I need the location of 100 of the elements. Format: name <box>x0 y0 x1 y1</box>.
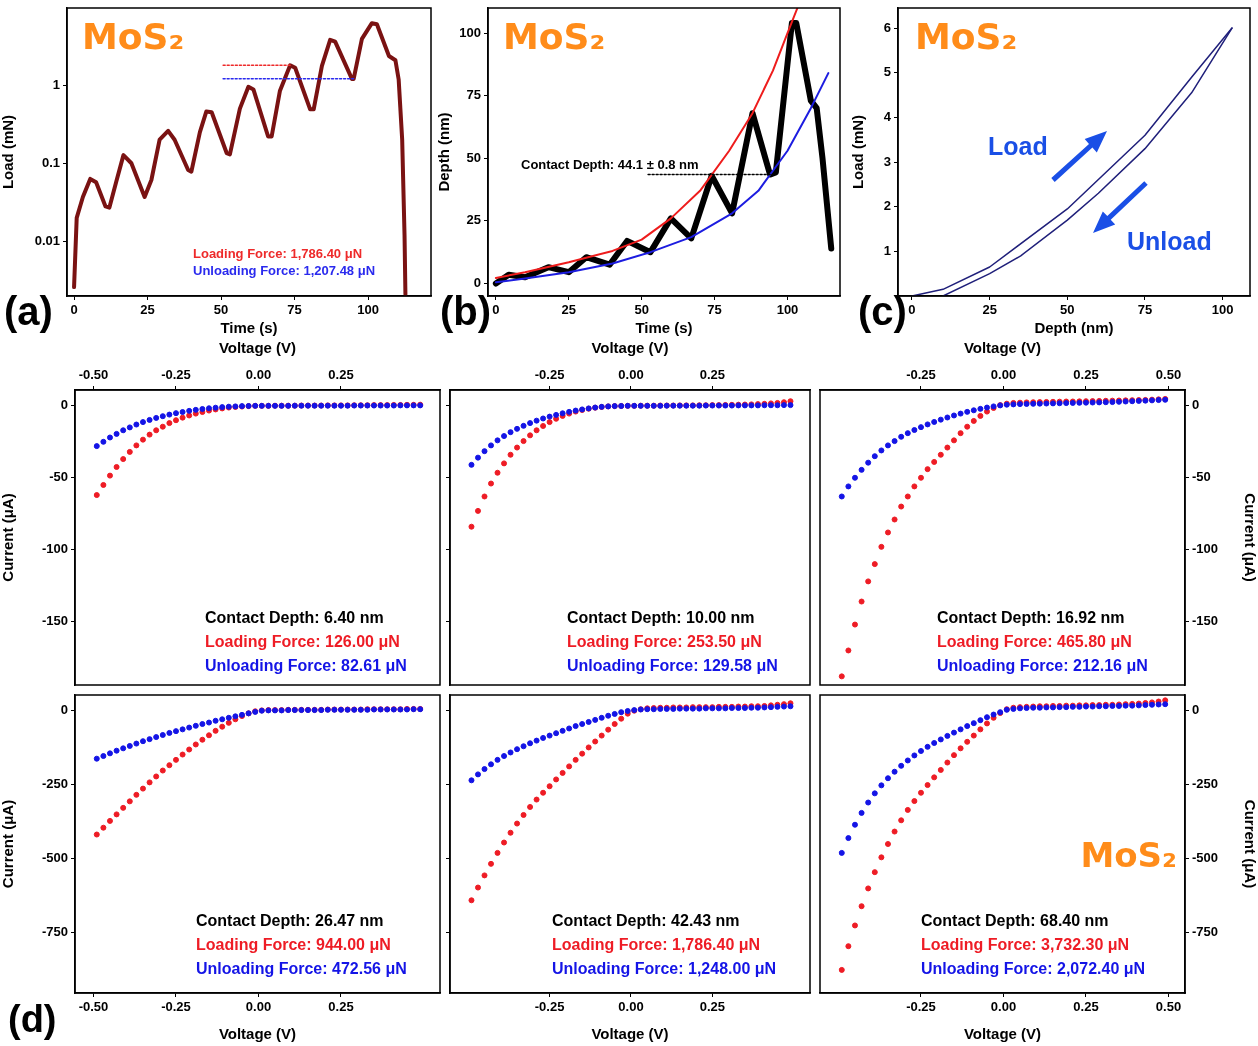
y-tick-label: 1 <box>883 242 891 258</box>
y-axis-title: Current (μA) <box>0 493 17 582</box>
annotation: Unloading Force: 1,248.00 μN <box>552 960 777 978</box>
annotation: Loading Force: 3,732.30 μN <box>921 936 1130 954</box>
x-tick-label: 0.25 <box>1073 999 1099 1015</box>
annotation: Contact Depth: 68.40 nm <box>921 912 1109 930</box>
y-tick-label: -50 <box>1192 469 1211 485</box>
y-tick-label: 50 <box>466 149 481 165</box>
annotation: MoS₂ <box>1080 834 1177 875</box>
x-tick-label: 0.00 <box>618 366 644 382</box>
x-tick-label: 0.00 <box>618 999 644 1015</box>
y-tick-label: 0 <box>1192 702 1200 718</box>
y-axis-title: Load (mN) <box>849 114 867 190</box>
x-tick-label: -0.25 <box>534 999 565 1015</box>
x-tick-label: 75 <box>707 302 722 318</box>
x-tick-label: 0.00 <box>990 999 1017 1015</box>
x-axis-title: Voltage (V) <box>591 1025 669 1043</box>
y-tick-label: -100 <box>41 541 68 557</box>
x-tick-label: 25 <box>982 302 997 318</box>
x-tick-label: -0.25 <box>906 999 936 1015</box>
y-tick-label: 6 <box>883 19 891 35</box>
annotation: Contact Depth: 42.43 nm <box>552 912 740 930</box>
y-axis-title: Current (μA) <box>1241 493 1258 582</box>
y-tick-label: 1 <box>52 76 60 92</box>
x-tick-label: 0.50 <box>1155 366 1182 382</box>
x-tick-label: 75 <box>287 302 302 318</box>
annotation: Load <box>988 131 1048 160</box>
x-axis-title: Voltage (V) <box>963 1025 1042 1043</box>
x-tick-label: 0 <box>70 302 78 318</box>
annotation: Contact Depth: 44.1 ± 0.8 nm <box>521 156 699 172</box>
y-tick-label: -150 <box>41 613 68 629</box>
annotation: Unloading Force: 2,072.40 μN <box>921 960 1146 978</box>
y-axis-title: Current (μA) <box>0 799 17 889</box>
x-tick-label: 50 <box>634 302 649 318</box>
y-tick-label: -500 <box>1192 850 1219 866</box>
y-axis-title: Current (μA) <box>1241 799 1258 889</box>
y-axis-title: Depth (nm) <box>435 112 453 192</box>
y-tick-label: 3 <box>883 153 891 169</box>
y-tick-label: 5 <box>883 64 891 80</box>
y-tick-label: 2 <box>883 198 891 214</box>
annotation: Loading Force: 465.80 μN <box>937 633 1132 651</box>
x-axis-title: Time (s) <box>635 319 693 337</box>
annotation: MoS₂ <box>82 16 185 58</box>
x-tick-label: 0.00 <box>990 366 1017 382</box>
x-tick-label: -0.25 <box>906 366 936 382</box>
x-tick-label: 0 <box>908 302 916 318</box>
x-tick-label: 25 <box>140 302 155 318</box>
y-tick-label: 4 <box>883 108 892 124</box>
x-axis-title: Voltage (V) <box>218 339 297 357</box>
y-tick-label: 0 <box>60 702 68 718</box>
y-tick-label: -250 <box>1192 776 1219 792</box>
x-tick-label: -0.50 <box>78 366 109 382</box>
annotation: Loading Force: 253.50 μN <box>567 633 762 651</box>
y-tick-label: 25 <box>466 212 481 228</box>
y-tick-label: -100 <box>1192 541 1219 557</box>
x-tick-label: 100 <box>1211 302 1234 318</box>
annotation: Unloading Force: 212.16 μN <box>937 657 1148 675</box>
x-tick-label: 50 <box>213 302 229 318</box>
x-tick-label: -0.25 <box>161 999 191 1015</box>
y-tick-label: -750 <box>41 924 68 940</box>
annotation: (c) <box>858 289 907 334</box>
x-tick-label: 0.25 <box>328 999 354 1015</box>
annotation: MoS₂ <box>503 16 606 58</box>
annotation: MoS₂ <box>915 16 1018 58</box>
annotation: Unloading Force: 82.61 μN <box>205 657 407 675</box>
annotation: (b) <box>440 289 492 334</box>
y-tick-label: 0.1 <box>41 154 60 170</box>
x-axis-title: Voltage (V) <box>591 339 669 357</box>
x-tick-label: 0.25 <box>699 366 726 382</box>
y-tick-label: 0 <box>1192 397 1200 413</box>
annotation: Loading Force: 1,786.40 μN <box>193 245 363 261</box>
x-axis-title: Voltage (V) <box>218 1025 297 1043</box>
x-axis-title: Depth (nm) <box>1034 319 1114 337</box>
x-tick-label: 25 <box>561 302 577 318</box>
y-tick-label: 100 <box>459 24 481 40</box>
x-tick-label: 75 <box>1137 302 1153 318</box>
annotation: Loading Force: 126.00 μN <box>205 633 400 651</box>
text: (d) <box>8 998 57 1041</box>
x-tick-label: 0.25 <box>699 999 726 1015</box>
annotation: Loading Force: 944.00 μN <box>196 936 391 954</box>
x-tick-label: 0 <box>492 302 500 318</box>
annotation: Contact Depth: 26.47 nm <box>196 912 384 930</box>
y-tick-label: 75 <box>466 87 481 103</box>
annotation: Unloading Force: 129.58 μN <box>567 657 778 675</box>
x-tick-label: 100 <box>357 302 379 318</box>
annotation: Loading Force: 1,786.40 μN <box>552 936 761 954</box>
x-tick-label: 0.00 <box>245 999 272 1015</box>
y-axis-title: Load (mN) <box>0 114 17 190</box>
annotation: Unloading Force: 472.56 μN <box>196 960 407 978</box>
x-tick-label: -0.25 <box>534 366 565 382</box>
x-tick-label: 50 <box>1060 302 1075 318</box>
y-tick-label: -500 <box>41 850 68 866</box>
y-tick-label: -750 <box>1192 924 1219 940</box>
y-tick-label: 0 <box>60 397 68 413</box>
y-tick-label: 0 <box>473 275 481 291</box>
x-tick-label: 100 <box>776 302 799 318</box>
annotation: Contact Depth: 16.92 nm <box>937 609 1125 627</box>
x-tick-label: -0.25 <box>161 366 191 382</box>
y-tick-label: -250 <box>41 776 68 792</box>
y-tick-label: 0.01 <box>34 232 60 248</box>
